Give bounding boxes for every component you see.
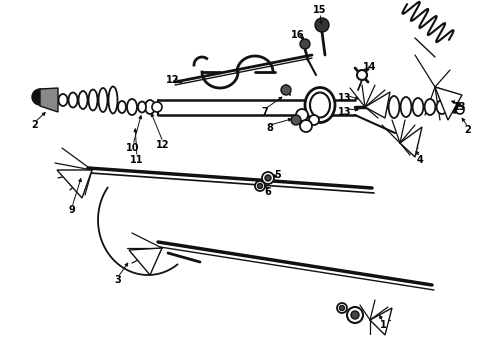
Circle shape	[152, 102, 162, 112]
Polygon shape	[40, 88, 58, 112]
Text: 8: 8	[267, 123, 273, 133]
Text: 2: 2	[465, 125, 471, 135]
Text: 16: 16	[291, 30, 305, 40]
Circle shape	[300, 120, 312, 132]
Circle shape	[255, 181, 265, 191]
Ellipse shape	[401, 97, 412, 117]
Text: 11: 11	[130, 155, 144, 165]
Text: 9: 9	[69, 205, 75, 215]
Ellipse shape	[69, 93, 77, 108]
Text: 5: 5	[274, 170, 281, 180]
Circle shape	[357, 70, 367, 80]
Polygon shape	[129, 248, 162, 275]
Text: 13: 13	[338, 93, 352, 103]
Ellipse shape	[127, 99, 137, 115]
Circle shape	[337, 303, 347, 313]
Circle shape	[449, 101, 461, 113]
Text: 1: 1	[380, 320, 387, 330]
Text: 13: 13	[338, 107, 352, 117]
Ellipse shape	[305, 87, 335, 122]
Text: 2: 2	[32, 120, 38, 130]
Text: 14: 14	[363, 62, 377, 72]
Polygon shape	[57, 170, 92, 198]
Text: 10: 10	[126, 143, 140, 153]
Text: 13: 13	[453, 102, 467, 112]
Text: 6: 6	[265, 187, 271, 197]
Ellipse shape	[425, 99, 436, 115]
Circle shape	[300, 39, 310, 49]
Circle shape	[32, 89, 48, 105]
Circle shape	[296, 109, 308, 121]
Ellipse shape	[118, 101, 126, 113]
Polygon shape	[435, 87, 462, 120]
Ellipse shape	[89, 90, 98, 111]
Ellipse shape	[98, 88, 107, 112]
Text: 7: 7	[262, 107, 269, 117]
Polygon shape	[370, 308, 392, 335]
Ellipse shape	[108, 86, 118, 113]
Ellipse shape	[145, 100, 155, 114]
Text: 3: 3	[115, 275, 122, 285]
Ellipse shape	[437, 100, 447, 114]
Text: 15: 15	[313, 5, 327, 15]
Circle shape	[456, 106, 464, 114]
Circle shape	[258, 184, 263, 189]
Circle shape	[265, 175, 271, 181]
Polygon shape	[365, 92, 390, 118]
Ellipse shape	[389, 96, 399, 118]
Circle shape	[291, 115, 301, 125]
Polygon shape	[400, 127, 422, 157]
Ellipse shape	[413, 98, 423, 116]
Circle shape	[347, 307, 363, 323]
Ellipse shape	[138, 102, 146, 112]
Ellipse shape	[78, 91, 88, 109]
Ellipse shape	[58, 94, 68, 106]
Circle shape	[262, 172, 274, 184]
Circle shape	[351, 311, 359, 319]
Circle shape	[315, 18, 329, 32]
Circle shape	[309, 115, 319, 125]
Circle shape	[281, 85, 291, 95]
Text: 12: 12	[156, 140, 170, 150]
Text: 4: 4	[416, 155, 423, 165]
Ellipse shape	[310, 93, 330, 117]
Text: 12: 12	[166, 75, 180, 85]
Circle shape	[340, 306, 344, 310]
